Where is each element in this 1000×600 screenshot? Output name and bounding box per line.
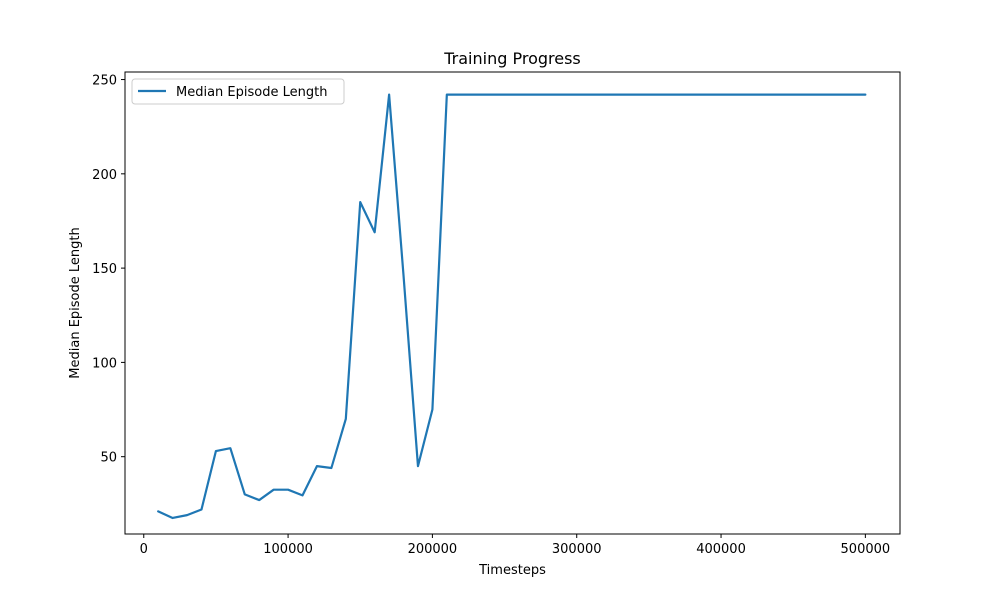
x-tick-label: 200000 <box>408 542 458 557</box>
legend-label: Median Episode Length <box>176 85 327 100</box>
x-tick-label: 500000 <box>841 542 891 557</box>
y-tick-label: 200 <box>92 168 117 183</box>
x-tick-label: 0 <box>140 542 148 557</box>
y-axis-label: Median Episode Length <box>68 227 83 378</box>
x-tick-label: 100000 <box>263 542 313 557</box>
legend-box <box>131 78 345 105</box>
plot-area: 0 100000 200000 300000 400000 500000 50 100 150 2… <box>92 71 901 557</box>
y-tick-label: 150 <box>92 262 117 277</box>
x-tick-label: 300000 <box>552 542 602 557</box>
axes-frame <box>124 71 901 535</box>
y-tick-label: 100 <box>92 356 117 371</box>
y-tick-label: 50 <box>100 451 117 466</box>
chart-title: Training Progress <box>443 49 581 68</box>
x-axis-label: Timesteps <box>478 563 546 578</box>
series-line <box>157 93 867 520</box>
x-tick-label: 400000 <box>696 542 746 557</box>
legend: Median Episode Length <box>131 78 345 105</box>
y-tick-label: 250 <box>92 74 117 89</box>
